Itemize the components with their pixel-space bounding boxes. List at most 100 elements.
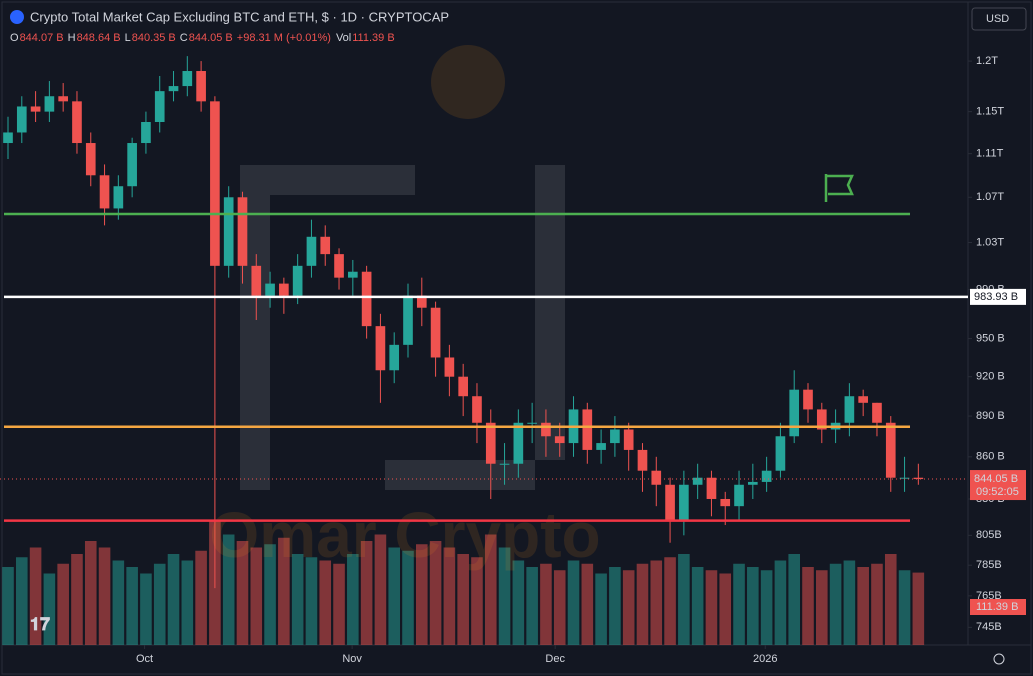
last-price-bg (970, 470, 1026, 501)
volume-bar (691, 567, 704, 645)
candle-body (210, 101, 220, 266)
candle-body (582, 409, 593, 450)
candle-body (292, 265, 303, 296)
settings-icon[interactable] (993, 653, 1005, 665)
candle-body (692, 477, 703, 485)
volume-bar (347, 554, 359, 645)
candle-body (637, 449, 648, 471)
volume-bar (719, 573, 732, 645)
title: Crypto Total Market Cap Excluding BTC an… (30, 9, 449, 24)
candle-body (858, 396, 868, 403)
volume-bar (429, 541, 442, 645)
candle-body (651, 470, 662, 485)
candle-body (734, 484, 744, 507)
volume-bar (650, 560, 663, 645)
candle-body (237, 197, 248, 266)
candle-body (306, 236, 317, 266)
y-tick-label: 1.11T (976, 148, 1004, 160)
ohlc-text: +98.31 M (+0.01%) (237, 32, 331, 44)
candle-body (168, 86, 179, 92)
candle-body (513, 422, 524, 464)
y-tick-label: 1.2T (976, 55, 998, 67)
candle-body (223, 197, 234, 266)
volume-bar (760, 570, 773, 645)
ohlc-text: 848.64 B (77, 32, 121, 44)
volume-bar (278, 537, 290, 645)
volume-bar (816, 570, 828, 645)
last-price-label: 844.05 B (974, 473, 1018, 485)
volume-bar (484, 534, 497, 645)
volume-bar (705, 570, 718, 645)
y-tick-label: 745B (976, 621, 1002, 633)
candle-body (127, 143, 137, 187)
x-tick-label: Dec (545, 653, 565, 665)
candle-body (334, 254, 344, 278)
volume-bar (526, 567, 538, 645)
candle-body (665, 484, 675, 521)
volume-bar (402, 550, 414, 645)
candle-body (361, 271, 372, 327)
countdown: 09:52:05 (976, 486, 1019, 498)
volume-bar (71, 554, 83, 645)
volume-bar (512, 560, 525, 645)
symbol-icon (10, 10, 24, 24)
volume-bar (181, 560, 194, 645)
volume-bar (360, 541, 373, 645)
volume-bar (857, 567, 869, 645)
candle-body (899, 477, 910, 479)
candle-body (844, 396, 855, 423)
volume-bar (236, 541, 249, 645)
volume-bar (140, 573, 152, 645)
volume-bar (678, 554, 690, 645)
candle-body (472, 396, 482, 423)
volume-bar (636, 563, 649, 645)
currency-button[interactable] (971, 7, 1027, 31)
volume-bar (84, 541, 97, 645)
y-tick-label: 765B (976, 590, 1002, 602)
level-label: 983.93 B (974, 291, 1018, 303)
ohlc-text: 111.39 B (352, 32, 394, 44)
x-tick-label: 2026 (753, 653, 777, 665)
candle-body (30, 106, 41, 112)
x-tick-label: Oct (136, 653, 153, 665)
volume-bar (567, 560, 580, 645)
volume-bar (912, 572, 925, 645)
candle-body (72, 101, 82, 144)
volume-bar (733, 563, 745, 645)
y-tick-label: 1.07T (976, 191, 1004, 203)
currency[interactable]: USD (986, 13, 1009, 25)
volume-bar (291, 554, 304, 645)
candle-body (348, 271, 358, 278)
volume-bar (319, 560, 332, 645)
candle-body (375, 326, 386, 371)
candle-body (85, 143, 96, 176)
candle-body (444, 357, 455, 377)
ohlc-text: L (125, 32, 131, 44)
y-tick-label: 890 B (976, 410, 1005, 422)
candle-body (706, 477, 717, 499)
volume-bar (871, 563, 883, 645)
volume-bar (112, 560, 125, 645)
candle-body (251, 265, 262, 296)
candle-body (265, 283, 275, 296)
volume-bar (443, 547, 456, 645)
candle-body (430, 307, 441, 358)
candle-body (610, 429, 620, 444)
candle-body (913, 477, 924, 480)
volume-bar (2, 567, 14, 645)
volume-bar (305, 557, 318, 645)
candle-body (44, 96, 55, 112)
ohlc-text: O (10, 32, 19, 44)
volume-bar (126, 567, 138, 645)
level-label-bg (970, 288, 1026, 305)
logo-watermark (240, 45, 565, 490)
flag-icon (824, 174, 854, 202)
candle-body (885, 422, 896, 478)
volume-bar (264, 544, 276, 645)
volume-label-bg (970, 599, 1026, 615)
volume-bar (457, 554, 469, 645)
candle-body (816, 409, 827, 430)
candle-body (679, 484, 689, 521)
candle-body (182, 71, 193, 87)
